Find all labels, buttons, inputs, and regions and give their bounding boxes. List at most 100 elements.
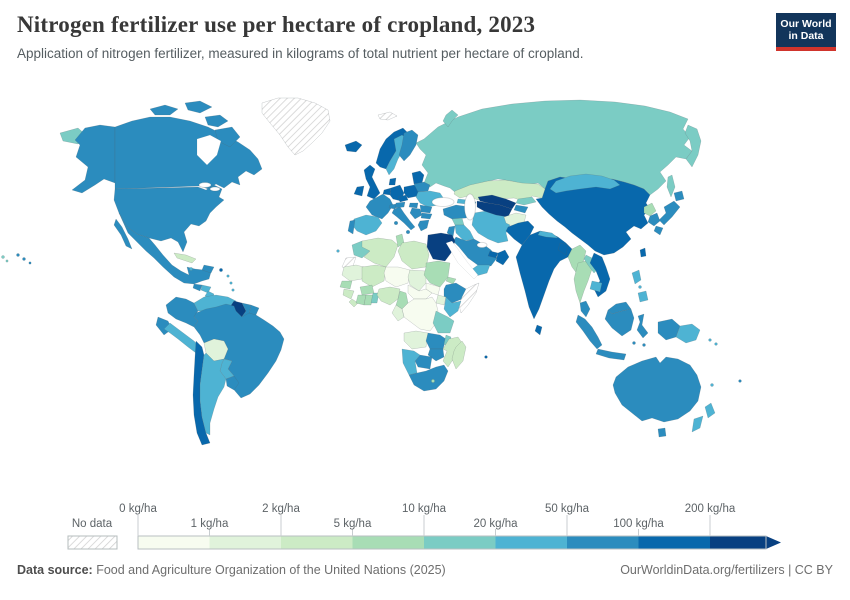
owid-logo[interactable]: Our World in Data <box>776 13 836 51</box>
country-mozambique[interactable] <box>442 336 463 368</box>
country-niger[interactable] <box>383 266 411 288</box>
country-antilles3[interactable] <box>231 288 235 292</box>
country-thailand[interactable] <box>573 260 593 304</box>
country-bulgaria[interactable] <box>420 212 433 220</box>
country-russia-sakhalin[interactable] <box>666 174 676 198</box>
country-romania[interactable] <box>419 204 433 214</box>
country-somalia[interactable] <box>458 282 480 314</box>
country-ethiopia[interactable] <box>443 282 467 304</box>
country-solomon2[interactable] <box>714 342 718 346</box>
country-syria[interactable] <box>451 217 465 226</box>
country-usa-hawaii3[interactable] <box>28 261 32 265</box>
country-iceland[interactable] <box>344 140 363 153</box>
country-russia-kamchatka[interactable] <box>684 124 702 168</box>
country-portugal[interactable] <box>347 219 356 235</box>
country-ghana[interactable] <box>363 294 374 306</box>
country-russia-edge-dot[interactable] <box>1 255 5 259</box>
country-greece[interactable] <box>417 219 430 232</box>
country-south-sudan[interactable] <box>425 282 441 296</box>
country-new-zealand-north[interactable] <box>704 402 716 419</box>
country-indonesia-timor2[interactable] <box>642 343 646 347</box>
country-philippines-mindanao[interactable] <box>637 290 649 303</box>
country-mauritius[interactable] <box>484 355 488 359</box>
country-tasmania[interactable] <box>657 427 667 438</box>
country-czechia[interactable] <box>397 194 409 203</box>
country-kyrgyzstan[interactable] <box>515 196 537 206</box>
country-namibia[interactable] <box>401 348 421 376</box>
country-north-korea[interactable] <box>643 202 657 217</box>
country-zimbabwe[interactable] <box>427 348 445 362</box>
country-russia-novaya-zemlya[interactable] <box>442 109 459 128</box>
legend-bin-2[interactable] <box>281 536 353 549</box>
legend-bin-1[interactable] <box>209 536 282 549</box>
country-new-zealand-south[interactable] <box>691 415 704 433</box>
country-mali[interactable] <box>361 264 387 288</box>
country-italy-sicily[interactable] <box>405 229 411 235</box>
country-finland[interactable] <box>398 129 419 162</box>
country-russia-edge-dot2[interactable] <box>5 259 9 263</box>
legend-no-data-swatch[interactable] <box>67 535 118 550</box>
country-new-caledonia[interactable] <box>710 383 714 387</box>
country-italy-sardinia[interactable] <box>393 220 399 226</box>
legend-bin-3[interactable] <box>352 536 425 549</box>
country-congo-gabon[interactable] <box>391 304 405 322</box>
country-mexico-baja[interactable] <box>113 218 133 250</box>
country-guinea[interactable] <box>342 288 355 300</box>
country-tajikistan[interactable] <box>513 204 529 214</box>
country-indonesia-sulawesi[interactable] <box>636 313 649 339</box>
country-angola[interactable] <box>403 330 429 350</box>
country-japan-kyushu[interactable] <box>653 225 664 236</box>
country-south-africa[interactable] <box>408 364 449 392</box>
country-usa-hawaii1[interactable] <box>16 253 20 257</box>
legend-bin-4[interactable] <box>424 536 496 549</box>
country-antilles2[interactable] <box>229 281 233 285</box>
country-united-kingdom[interactable] <box>363 164 381 200</box>
country-philippines-visayas[interactable] <box>638 285 642 289</box>
country-madagascar[interactable] <box>451 340 467 370</box>
country-canada-island1[interactable] <box>149 104 179 116</box>
country-papua-new-guinea[interactable] <box>675 323 701 344</box>
country-philippines-luzon[interactable] <box>631 269 642 285</box>
country-usa[interactable] <box>113 184 225 253</box>
country-india[interactable] <box>515 230 573 320</box>
country-balkans[interactable] <box>409 207 423 220</box>
country-ireland[interactable] <box>353 185 365 197</box>
country-indonesia-sumatra[interactable] <box>575 314 603 350</box>
country-netherlands-belgium[interactable] <box>382 187 392 196</box>
country-japan-honshu[interactable] <box>658 200 681 226</box>
legend-bin-0[interactable] <box>138 536 210 549</box>
country-guatemala[interactable] <box>192 283 203 292</box>
country-hispaniola[interactable] <box>201 264 215 274</box>
country-uruguay[interactable] <box>225 375 240 391</box>
country-japan-hokkaido[interactable] <box>673 190 685 202</box>
country-nepal[interactable] <box>537 230 559 239</box>
country-cuba[interactable] <box>173 252 197 264</box>
country-senegal[interactable] <box>339 280 353 290</box>
legend-bin-8[interactable] <box>710 536 766 549</box>
country-malaysia-peninsula[interactable] <box>579 300 591 318</box>
country-libya[interactable] <box>397 240 430 270</box>
country-jamaica[interactable] <box>189 267 193 271</box>
country-south-korea[interactable] <box>647 212 661 227</box>
country-oman[interactable] <box>495 249 510 266</box>
country-puerto-rico[interactable] <box>219 268 223 272</box>
country-bangladesh[interactable] <box>557 242 569 256</box>
country-canada-island3[interactable] <box>204 114 229 128</box>
country-canada[interactable] <box>114 116 263 190</box>
country-mauritania[interactable] <box>341 264 365 282</box>
country-svalbard[interactable] <box>377 111 398 121</box>
country-egypt[interactable] <box>426 232 456 262</box>
map-legend[interactable]: No data 0 kg/ha 1 kg/ha 2 kg/ha 5 kg/ha 10 kg… <box>0 495 850 557</box>
country-canada-island2[interactable] <box>184 100 213 114</box>
country-indonesia-java[interactable] <box>595 348 627 361</box>
country-hungary[interactable] <box>408 202 419 209</box>
country-solomon1[interactable] <box>708 338 712 342</box>
country-indonesia-kalimantan[interactable] <box>604 308 635 337</box>
country-eritrea[interactable] <box>445 276 457 285</box>
country-zambia[interactable] <box>425 332 447 350</box>
country-saudi-arabia[interactable] <box>452 236 498 267</box>
country-taiwan[interactable] <box>639 247 647 258</box>
country-indonesia-timor1[interactable] <box>632 341 636 345</box>
country-antilles1[interactable] <box>226 274 230 278</box>
country-italy[interactable] <box>391 206 416 231</box>
